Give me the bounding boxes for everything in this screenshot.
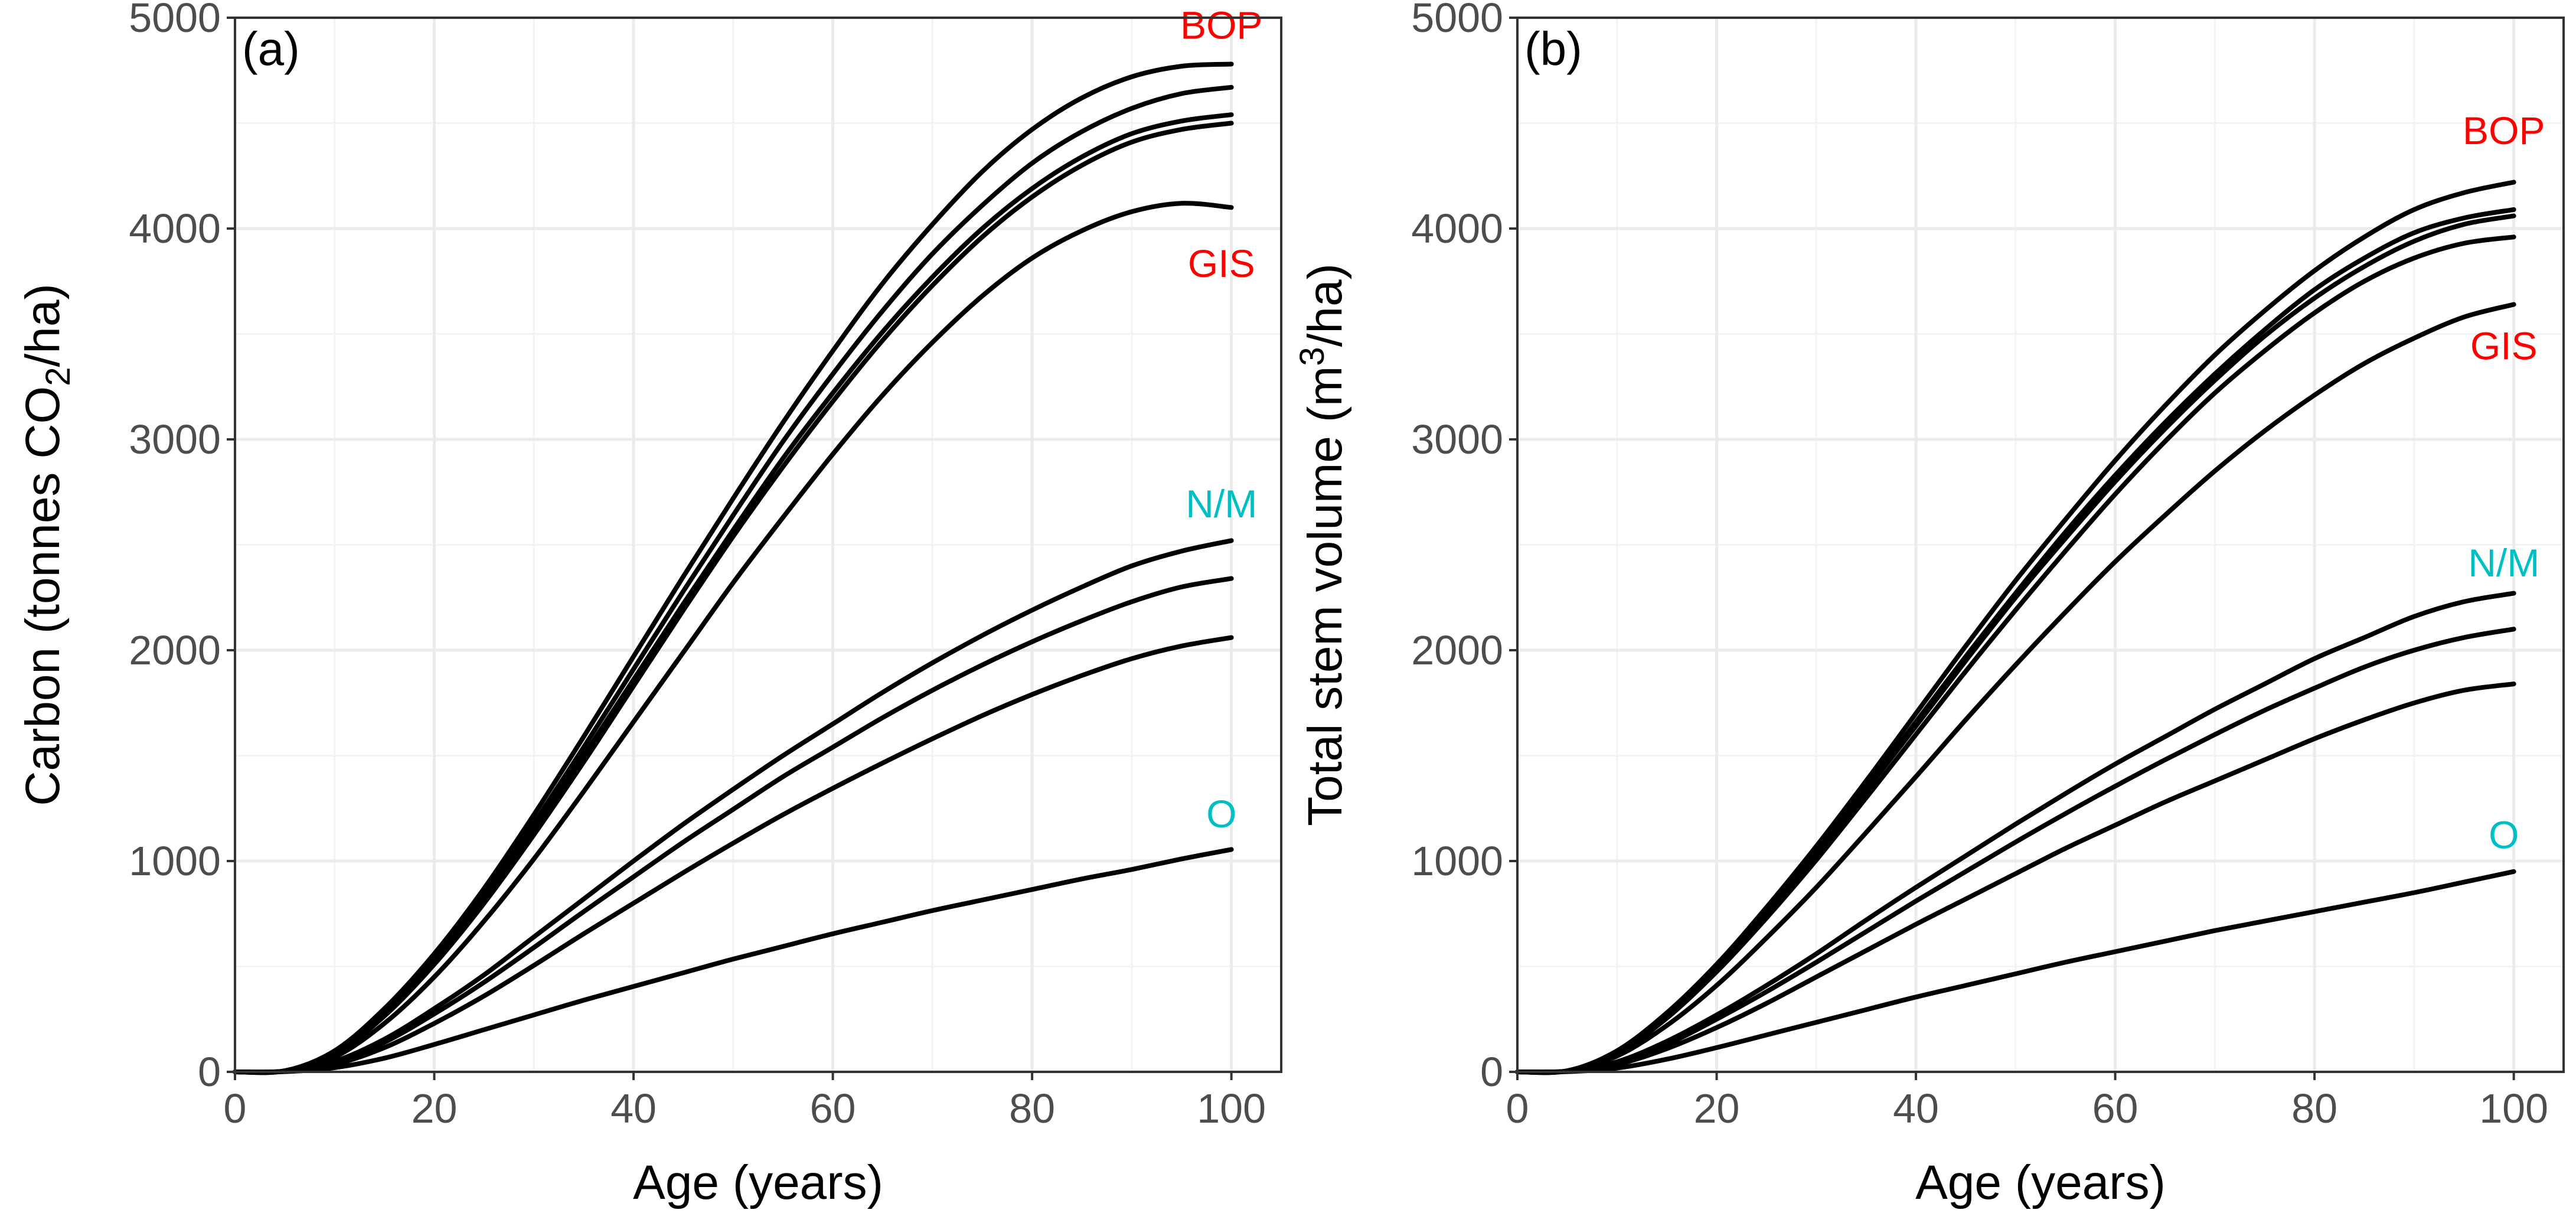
series-line-curve-4 (233, 120, 1234, 1075)
series-lines (1515, 180, 2516, 1075)
series-line-curve-6 (1515, 591, 2516, 1075)
x-axis-title: Age (years) (633, 1156, 883, 1209)
y-tick-label: 4000 (1411, 206, 1503, 252)
panel-tag: (a) (242, 22, 300, 75)
x-tick-label: 20 (1694, 1085, 1740, 1132)
series-label-n-m: N/M (1186, 482, 1257, 526)
x-tick-label: 80 (2291, 1085, 2337, 1132)
y-tick-label: 5000 (129, 0, 221, 41)
y-tick-label: 2000 (129, 627, 221, 673)
series-line-curve-5 (233, 201, 1234, 1075)
series-label-bop: BOP (1180, 4, 1262, 47)
x-tick-label: 40 (610, 1085, 657, 1132)
series-label-n-m: N/M (2468, 541, 2539, 585)
series-line-curve-7 (1515, 627, 2516, 1075)
series-line-curve-9 (1515, 869, 2516, 1075)
y-tick-label: 1000 (129, 838, 221, 884)
x-tick-label: 60 (810, 1085, 856, 1132)
series-line-curve-8 (1515, 682, 2516, 1075)
series-line-curve-5 (1515, 302, 2516, 1075)
x-axis-title: Age (years) (1915, 1156, 2166, 1209)
x-tick-label: 40 (1893, 1085, 1939, 1132)
y-tick-label: 0 (1480, 1049, 1503, 1095)
series-line-curve-9 (233, 847, 1234, 1075)
y-axis-title: Total stem volume (m3/ha) (1293, 263, 1352, 826)
x-tick-label: 80 (1009, 1085, 1055, 1132)
series-line-curve-7 (233, 576, 1234, 1075)
y-tick-label: 3000 (129, 416, 221, 462)
series-label-bop: BOP (2463, 109, 2545, 152)
y-tick-label: 0 (198, 1049, 221, 1095)
series-line-curve-8 (233, 635, 1234, 1075)
panel-border (234, 17, 1282, 1073)
series-line-curve-1 (233, 61, 1234, 1075)
y-tick-label: 5000 (1411, 0, 1503, 41)
series-label-gis: GIS (2470, 324, 2538, 367)
panel-tag: (b) (1524, 22, 1582, 75)
series-label-o: O (1206, 792, 1236, 836)
x-tick-label: 100 (2479, 1085, 2548, 1132)
series-line-curve-4 (1515, 234, 2516, 1075)
series-label-gis: GIS (1188, 242, 1255, 285)
series-line-curve-6 (233, 538, 1234, 1075)
x-tick-label: 60 (2092, 1085, 2138, 1132)
y-axis-title: Carbon (tonnes CO2/ha) (16, 283, 77, 806)
x-tick-label: 0 (1506, 1085, 1529, 1132)
y-tick-label: 2000 (1411, 627, 1503, 673)
series-lines (233, 61, 1234, 1075)
x-tick-label: 0 (224, 1085, 247, 1132)
panel-border (1516, 17, 2565, 1073)
y-tick-label: 4000 (129, 206, 221, 252)
y-tick-label: 3000 (1411, 416, 1503, 462)
x-tick-label: 20 (412, 1085, 458, 1132)
series-label-o: O (2489, 813, 2519, 857)
y-tick-label: 1000 (1411, 838, 1503, 884)
x-tick-label: 100 (1197, 1085, 1266, 1132)
